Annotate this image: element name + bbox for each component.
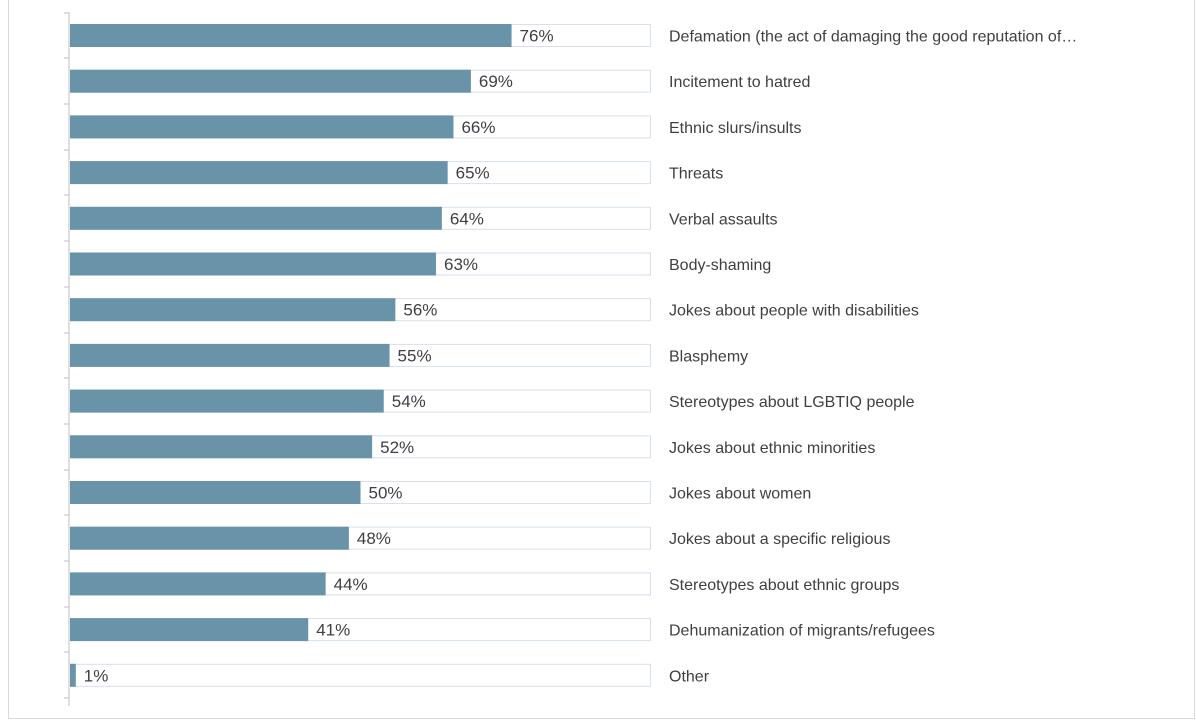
bar-value-label: 76% bbox=[520, 27, 554, 46]
category-label: Threats bbox=[669, 166, 723, 183]
bar bbox=[70, 206, 442, 230]
bar-value-label: 1% bbox=[84, 666, 109, 685]
bar bbox=[70, 663, 76, 687]
bar-value-label: 64% bbox=[450, 209, 484, 228]
bar bbox=[70, 435, 373, 459]
category-label: Jokes about people with disabilities bbox=[669, 303, 919, 320]
bar-track bbox=[70, 663, 651, 687]
category-label: Jokes about ethnic minorities bbox=[669, 440, 875, 457]
bar-value-label: 63% bbox=[444, 255, 478, 274]
category-label: Stereotypes about ethnic groups bbox=[669, 577, 899, 594]
bar-value-label: 48% bbox=[357, 529, 391, 548]
bar-value-label: 52% bbox=[380, 438, 414, 457]
category-label: Defamation (the act of damaging the good… bbox=[669, 29, 1077, 46]
bar bbox=[70, 115, 454, 139]
bar-value-label: 69% bbox=[479, 72, 513, 91]
bar-value-label: 56% bbox=[403, 301, 437, 320]
bar bbox=[70, 618, 309, 642]
bar bbox=[70, 572, 326, 596]
bar bbox=[70, 343, 390, 367]
bar bbox=[70, 161, 448, 185]
bar bbox=[70, 389, 384, 413]
bar-value-label: 41% bbox=[316, 621, 350, 640]
bar bbox=[70, 526, 349, 550]
bar bbox=[70, 69, 471, 93]
bar bbox=[70, 24, 512, 47]
category-label: Jokes about women bbox=[669, 486, 811, 503]
category-label: Dehumanization of migrants/refugees bbox=[669, 623, 935, 640]
bar-value-label: 54% bbox=[392, 392, 426, 411]
category-label: Blasphemy bbox=[669, 348, 748, 365]
bar bbox=[70, 481, 361, 504]
category-label: Ethnic slurs/insults bbox=[669, 120, 802, 137]
category-label: Incitement to hatred bbox=[669, 74, 810, 91]
bar bbox=[70, 298, 396, 322]
category-label: Other bbox=[669, 668, 710, 685]
bar-value-label: 55% bbox=[398, 346, 432, 365]
bar-value-label: 44% bbox=[334, 575, 368, 594]
category-label: Body-shaming bbox=[669, 257, 771, 274]
bar bbox=[70, 252, 437, 276]
category-label: Jokes about a specific religious bbox=[669, 531, 890, 548]
category-label: Verbal assaults bbox=[669, 211, 778, 228]
bar-value-label: 50% bbox=[369, 484, 403, 503]
bar-value-label: 65% bbox=[456, 164, 490, 183]
category-label: Stereotypes about LGBTIQ people bbox=[669, 394, 915, 411]
bar-value-label: 66% bbox=[461, 118, 495, 137]
